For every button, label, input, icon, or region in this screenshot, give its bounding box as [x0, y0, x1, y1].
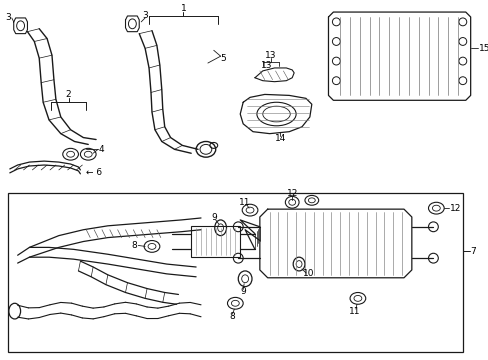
Text: 9: 9: [210, 213, 216, 222]
Text: 8: 8: [131, 241, 137, 250]
Text: 1: 1: [180, 4, 186, 13]
Text: 5: 5: [220, 54, 226, 63]
Text: 9: 9: [240, 287, 245, 296]
Text: 12: 12: [286, 189, 297, 198]
Text: 3: 3: [142, 12, 148, 21]
Text: 3: 3: [5, 13, 11, 22]
Text: 7: 7: [470, 247, 475, 256]
Bar: [191, 226, 240, 257]
Text: 14: 14: [274, 134, 285, 143]
Text: 8: 8: [229, 311, 235, 320]
Text: 12: 12: [449, 204, 461, 213]
Text: 13: 13: [261, 60, 272, 69]
Text: 10: 10: [303, 269, 314, 278]
Text: 13: 13: [264, 51, 276, 60]
Text: 4: 4: [98, 145, 103, 154]
Text: 2: 2: [66, 90, 71, 99]
Bar: [8, 193, 462, 352]
Text: 11: 11: [348, 307, 360, 316]
Text: ← 6: ← 6: [86, 168, 102, 177]
Text: 11: 11: [239, 198, 250, 207]
Text: 15: 15: [478, 44, 488, 53]
